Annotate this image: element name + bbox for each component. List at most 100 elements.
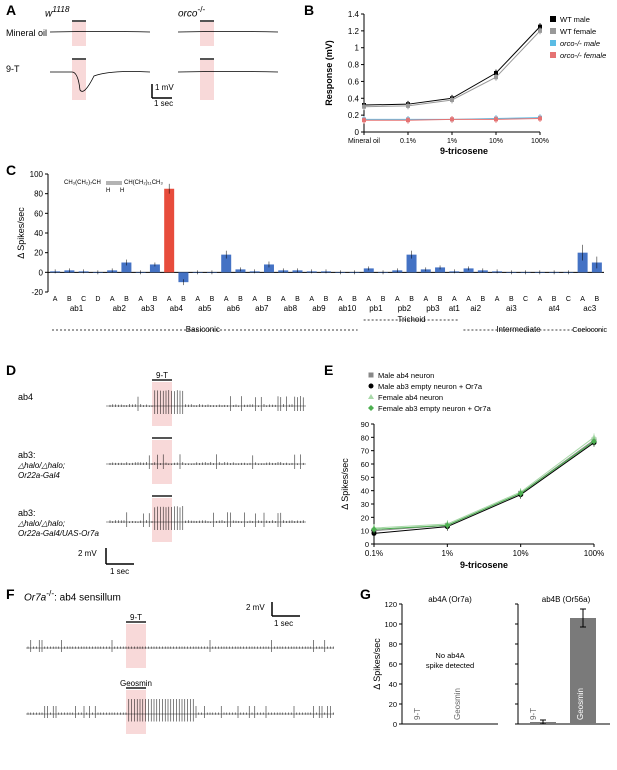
panel-g-chart: ab4A (Or7a)0204060801001209-TGeosminNo a…	[372, 592, 610, 762]
svg-text:B: B	[67, 296, 72, 303]
svg-text:0: 0	[393, 720, 397, 729]
svg-text:A: A	[538, 296, 543, 303]
svg-text:9-T: 9-T	[536, 708, 545, 720]
svg-text:60: 60	[361, 460, 369, 469]
svg-text:40: 40	[389, 680, 397, 689]
panel-g-label: G	[360, 586, 371, 602]
svg-text:Geosmin: Geosmin	[120, 679, 152, 688]
svg-text:ab8: ab8	[284, 304, 298, 313]
svg-text:WT male: WT male	[560, 15, 590, 24]
svg-text:A: A	[138, 296, 143, 303]
svg-text:10: 10	[361, 527, 369, 536]
svg-text:A: A	[53, 296, 58, 303]
svg-text:1%: 1%	[442, 549, 454, 558]
svg-text:B: B	[238, 296, 243, 303]
panel-a-label: A	[6, 2, 16, 18]
svg-text:10%: 10%	[513, 549, 529, 558]
svg-text:Δ Spikes/sec: Δ Spikes/sec	[372, 638, 382, 690]
svg-text:-20: -20	[31, 288, 43, 297]
scale-x: 1 sec	[154, 99, 173, 108]
svg-text:Coeloconic: Coeloconic	[572, 327, 607, 334]
svg-text:90: 90	[361, 420, 369, 429]
svg-text:B: B	[295, 296, 300, 303]
svg-text:Δ Spikes/sec: Δ Spikes/sec	[16, 207, 26, 259]
svg-text:1%: 1%	[447, 138, 457, 145]
svg-text:Mineral oil: Mineral oil	[348, 138, 380, 145]
svg-text:9-T: 9-T	[413, 708, 422, 720]
svg-text:A: A	[423, 296, 428, 303]
svg-text:C: C	[566, 296, 571, 303]
svg-text:ai2: ai2	[470, 304, 481, 313]
svg-text:B: B	[153, 296, 158, 303]
svg-text:CH₃(CH₂)₇CH: CH₃(CH₂)₇CH	[64, 180, 101, 186]
svg-text:B: B	[124, 296, 129, 303]
orco-sup: -/-	[197, 4, 205, 14]
svg-text:△halo/△halo;: △halo/△halo;	[17, 461, 65, 470]
svg-text:C: C	[81, 296, 86, 303]
svg-text:Male ab3 empty neuron + Or7a: Male ab3 empty neuron + Or7a	[378, 382, 483, 391]
svg-text:A: A	[167, 296, 172, 303]
svg-text:B: B	[352, 296, 357, 303]
svg-text:70: 70	[361, 447, 369, 456]
svg-text:Geosmin: Geosmin	[453, 688, 462, 720]
svg-text:0.1%: 0.1%	[400, 138, 416, 145]
svg-text:C: C	[523, 296, 528, 303]
svg-text:100: 100	[384, 620, 397, 629]
svg-text:0.2: 0.2	[348, 111, 360, 120]
svg-text:B: B	[324, 296, 329, 303]
svg-text:at1: at1	[449, 304, 461, 313]
svg-text:40: 40	[34, 229, 43, 238]
svg-text:Intermediate: Intermediate	[496, 325, 541, 334]
svg-text:ab1: ab1	[70, 304, 84, 313]
svg-text:1 sec: 1 sec	[110, 567, 129, 576]
svg-text:A: A	[224, 296, 229, 303]
panel-e-label: E	[324, 362, 333, 378]
svg-text:0.1%: 0.1%	[365, 549, 383, 558]
svg-text:△halo/△halo;: △halo/△halo;	[17, 519, 65, 528]
svg-text:ab2: ab2	[113, 304, 127, 313]
wtype-sup: 1118	[52, 4, 69, 14]
svg-text:No ab4A: No ab4A	[435, 651, 464, 660]
svg-text:60: 60	[389, 660, 397, 669]
svg-text:Trichoid: Trichoid	[397, 315, 425, 324]
svg-text:ab4A (Or7a): ab4A (Or7a)	[428, 595, 472, 604]
panel-c-chart: -20020406080100Δ Spikes/secCH₃(CH₂)₇CHCH…	[14, 168, 610, 358]
svg-text:A: A	[338, 296, 343, 303]
svg-text:9-tricosene: 9-tricosene	[440, 146, 488, 156]
svg-text:Geosmin: Geosmin	[576, 688, 585, 720]
svg-text:A: A	[252, 296, 257, 303]
svg-text:WT female: WT female	[560, 27, 596, 36]
svg-text:A: A	[495, 296, 500, 303]
panel-d-traces: 9-Tab4ab3:△halo/△halo;Or22a-Gal4ab3:△hal…	[14, 368, 314, 578]
svg-text:A: A	[309, 296, 314, 303]
svg-text:Δ Spikes/sec: Δ Spikes/sec	[340, 458, 350, 510]
panel-b-label: B	[304, 2, 314, 18]
svg-text:ab10: ab10	[338, 304, 356, 313]
svg-text:B: B	[438, 296, 443, 303]
svg-text:9-T: 9-T	[156, 371, 168, 380]
svg-text:ab5: ab5	[198, 304, 212, 313]
svg-text:50: 50	[361, 473, 369, 482]
svg-text:orco-/- female: orco-/- female	[560, 51, 606, 60]
svg-text:at4: at4	[549, 304, 561, 313]
svg-text:30: 30	[361, 500, 369, 509]
svg-text:1: 1	[355, 44, 360, 53]
svg-text:Female ab4 neuron: Female ab4 neuron	[378, 393, 443, 402]
svg-text:B: B	[552, 296, 557, 303]
svg-text:10%: 10%	[489, 138, 503, 145]
svg-text:1.4: 1.4	[348, 10, 360, 19]
svg-text:20: 20	[361, 513, 369, 522]
svg-text:A: A	[281, 296, 286, 303]
svg-text:Or22a-Gal4/UAS-Or7a: Or22a-Gal4/UAS-Or7a	[18, 529, 99, 538]
svg-text:A: A	[395, 296, 400, 303]
svg-text:orco-/- male: orco-/- male	[560, 39, 600, 48]
svg-text:A: A	[466, 296, 471, 303]
svg-text:120: 120	[384, 600, 397, 609]
svg-text:ab9: ab9	[312, 304, 326, 313]
svg-text:B: B	[381, 296, 386, 303]
svg-text:ab7: ab7	[255, 304, 269, 313]
svg-text:Or22a-Gal4: Or22a-Gal4	[18, 471, 60, 480]
svg-text:ab4: ab4	[170, 304, 184, 313]
svg-text:ab6: ab6	[227, 304, 241, 313]
svg-text:Response (mV): Response (mV)	[324, 40, 334, 106]
